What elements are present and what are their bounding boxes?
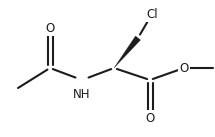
Text: NH: NH xyxy=(73,88,91,101)
Text: O: O xyxy=(145,112,155,125)
Text: O: O xyxy=(45,22,55,35)
Text: Cl: Cl xyxy=(146,8,158,21)
Text: O: O xyxy=(179,62,189,75)
Polygon shape xyxy=(114,36,140,68)
